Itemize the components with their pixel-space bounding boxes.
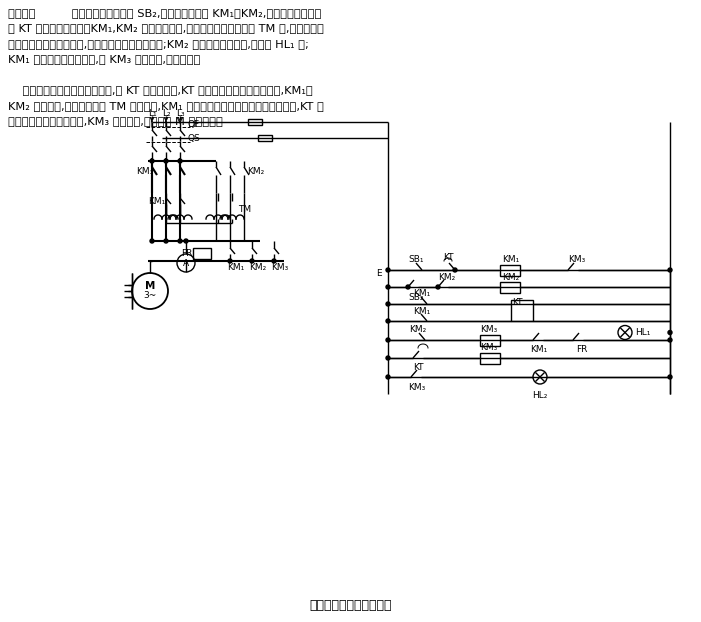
Bar [248, 119, 262, 125]
Circle shape [164, 159, 168, 163]
Circle shape [386, 356, 390, 360]
Text: L₂: L₂ [162, 108, 170, 118]
Circle shape [184, 239, 188, 243]
Text: KT: KT [443, 253, 454, 261]
Text: KM₁: KM₁ [148, 197, 165, 205]
Text: 器 KT 得电吸合并自锁。KM₁,KM₂ 的主触点闭合,使电源加到自耦变压器 TM 上,而电动机定: 器 KT 得电吸合并自锁。KM₁,KM₂ 的主触点闭合,使电源加到自耦变压器 T… [8, 24, 324, 34]
Text: KM₂: KM₂ [438, 272, 455, 282]
Text: KM₁: KM₁ [413, 307, 430, 315]
Circle shape [178, 239, 182, 243]
Text: QS: QS [188, 134, 200, 144]
Circle shape [272, 259, 276, 263]
Text: FR: FR [576, 345, 587, 355]
Text: TM: TM [238, 205, 251, 213]
Circle shape [150, 159, 154, 163]
Circle shape [406, 285, 410, 289]
Text: KM₃: KM₃ [480, 325, 497, 335]
Bar [500, 264, 520, 276]
Text: KM₁: KM₁ [227, 264, 244, 272]
Text: KM₃: KM₃ [271, 264, 288, 272]
Text: KT: KT [413, 363, 423, 373]
Text: KM₁: KM₁ [413, 289, 430, 299]
Text: FR: FR [181, 249, 192, 258]
Text: KM₁ 的常闭辅助触点断开,使 KM₃ 不能得电,实现互锁。: KM₁ 的常闭辅助触点断开,使 KM₃ 不能得电,实现互锁。 [8, 55, 200, 65]
Text: A: A [183, 259, 189, 267]
Text: QF: QF [188, 119, 200, 129]
Text: 3~: 3~ [144, 292, 156, 300]
Bar [480, 335, 500, 345]
Bar [511, 300, 533, 321]
Text: KM₂ 失电释放,使自耦变压器 TM 退出运行,KM₁ 的常闭辅助触点恢复闭合。与此同时,KT 的: KM₂ 失电释放,使自耦变压器 TM 退出运行,KM₁ 的常闭辅助触点恢复闭合。… [8, 101, 324, 111]
Text: KM₂: KM₂ [502, 272, 519, 282]
Text: KM₂: KM₂ [247, 167, 264, 175]
Circle shape [386, 285, 390, 289]
Circle shape [668, 330, 672, 335]
Circle shape [250, 259, 254, 263]
Text: KM₂: KM₂ [409, 325, 426, 335]
Circle shape [228, 259, 232, 263]
Circle shape [668, 338, 672, 342]
Bar [258, 135, 272, 141]
Circle shape [668, 375, 672, 379]
Text: L₁: L₁ [148, 108, 156, 118]
Text: L₃: L₃ [176, 108, 184, 118]
Text: KM₃: KM₃ [136, 167, 154, 175]
Bar [193, 248, 211, 259]
Text: KM₃: KM₃ [568, 254, 585, 264]
Text: KM₁: KM₁ [530, 345, 547, 355]
Text: E: E [376, 269, 381, 279]
Text: M: M [145, 281, 155, 291]
Text: KM₃: KM₃ [408, 383, 426, 391]
Bar [480, 353, 500, 363]
Text: 电路如图          所示。按下启动按钮 SB₂,降压启动接触器 KM₁、KM₂,通电延时时间继电: 电路如图 所示。按下启动按钮 SB₂,降压启动接触器 KM₁、KM₂,通电延时时… [8, 8, 321, 18]
Circle shape [386, 268, 390, 272]
Circle shape [386, 338, 390, 342]
Text: 延时闭合的常开触点闭合,KM₃ 得电吸合,使电动机 M 全压运行。: 延时闭合的常开触点闭合,KM₃ 得电吸合,使电动机 M 全压运行。 [8, 116, 223, 126]
Text: KM₁: KM₁ [502, 256, 519, 264]
Circle shape [668, 268, 672, 272]
Text: KM₃: KM₃ [480, 343, 497, 353]
Text: SB₂: SB₂ [408, 292, 423, 302]
Circle shape [150, 239, 154, 243]
Circle shape [164, 239, 168, 243]
Circle shape [436, 285, 440, 289]
Bar [500, 282, 520, 292]
Text: 自耦变压器降压启动电路: 自耦变压器降压启动电路 [310, 599, 393, 612]
Text: KT: KT [512, 298, 522, 307]
Circle shape [453, 268, 457, 272]
Circle shape [386, 302, 390, 306]
Text: SB₁: SB₁ [408, 256, 423, 264]
Text: HL₂: HL₂ [532, 391, 547, 399]
Circle shape [386, 319, 390, 323]
Text: HL₁: HL₁ [635, 328, 651, 337]
Text: 子绕组与变压器抽头连接,电动机进人降压启动阶段;KM₂ 常开辅助触点闭合,指示灯 HL₁ 亮;: 子绕组与变压器抽头连接,电动机进人降压启动阶段;KM₂ 常开辅助触点闭合,指示灯… [8, 39, 309, 49]
Text: 当电动机转速升高到一定值时,即 KT 延时时间到,KT 的延时断开的常闭触点断开,KM₁、: 当电动机转速升高到一定值时,即 KT 延时时间到,KT 的延时断开的常闭触点断开… [8, 85, 313, 96]
Text: KM₂: KM₂ [249, 264, 266, 272]
Circle shape [178, 159, 182, 163]
Circle shape [386, 375, 390, 379]
